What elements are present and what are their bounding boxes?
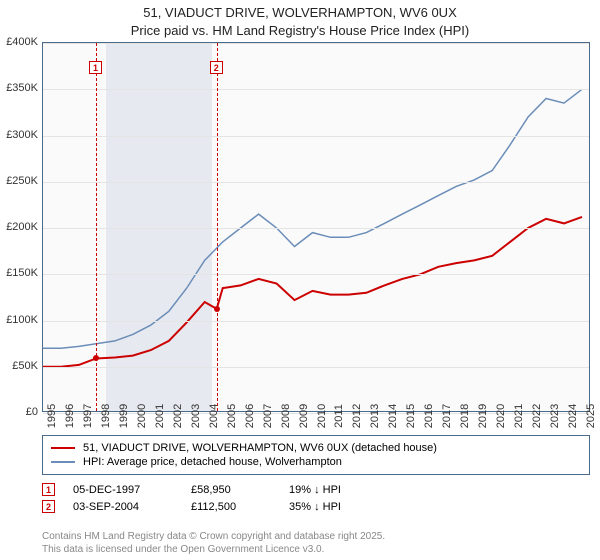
x-axis-label: 2024 <box>567 404 579 428</box>
event-price: £112,500 <box>191 501 271 513</box>
x-axis-label: 2022 <box>531 404 543 428</box>
x-axis-label: 2005 <box>226 404 238 428</box>
x-axis-label: 2006 <box>244 404 256 428</box>
x-axis-label: 2020 <box>495 404 507 428</box>
event-marker: 1 <box>89 61 102 74</box>
gridline <box>43 89 589 90</box>
series-line-price_paid <box>43 217 582 367</box>
event-marker-icon: 1 <box>42 483 55 496</box>
event-date: 05-DEC-1997 <box>73 484 173 496</box>
title-subtitle: Price paid vs. HM Land Registry's House … <box>0 22 600 40</box>
x-axis-label: 2019 <box>477 404 489 428</box>
event-price: £58,950 <box>191 484 271 496</box>
data-point <box>93 355 99 361</box>
x-axis-label: 1997 <box>82 404 94 428</box>
gridline <box>43 321 589 322</box>
event-pct: 19% ↓ HPI <box>289 484 379 496</box>
attribution-line2: This data is licensed under the Open Gov… <box>42 543 385 556</box>
legend-series-box: 51, VIADUCT DRIVE, WOLVERHAMPTON, WV6 0U… <box>42 435 590 475</box>
event-pct: 35% ↓ HPI <box>289 501 379 513</box>
x-axis-label: 1999 <box>118 404 130 428</box>
gridline <box>43 228 589 229</box>
x-axis-label: 2014 <box>387 404 399 428</box>
x-axis-label: 2010 <box>316 404 328 428</box>
event-marker: 2 <box>210 61 223 74</box>
y-axis-label: £300K <box>6 129 38 141</box>
series-line-hpi <box>43 89 582 348</box>
event-line <box>217 43 218 411</box>
attribution-line1: Contains HM Land Registry data © Crown c… <box>42 530 385 543</box>
legend-row-hpi: HPI: Average price, detached house, Wolv… <box>51 456 581 468</box>
y-axis-label: £0 <box>26 406 38 418</box>
x-axis-label: 2002 <box>172 404 184 428</box>
gridline <box>43 43 589 44</box>
chart-title-block: 51, VIADUCT DRIVE, WOLVERHAMPTON, WV6 0U… <box>0 0 600 41</box>
plot-area: 12 <box>42 42 590 412</box>
y-axis-label: £250K <box>6 175 38 187</box>
x-axis-label: 2003 <box>190 404 202 428</box>
chart-container: 51, VIADUCT DRIVE, WOLVERHAMPTON, WV6 0U… <box>0 0 600 560</box>
y-axis-label: £350K <box>6 82 38 94</box>
legend-swatch-price-paid <box>51 447 75 449</box>
data-point <box>214 306 220 312</box>
x-axis-label: 2008 <box>280 404 292 428</box>
x-axis-label: 2025 <box>585 404 597 428</box>
x-axis-label: 1996 <box>64 404 76 428</box>
x-axis-label: 1998 <box>100 404 112 428</box>
legend-swatch-hpi <box>51 461 75 463</box>
legend-label-price-paid: 51, VIADUCT DRIVE, WOLVERHAMPTON, WV6 0U… <box>83 442 437 454</box>
x-axis-label: 2023 <box>549 404 561 428</box>
y-axis-label: £50K <box>12 360 38 372</box>
attribution: Contains HM Land Registry data © Crown c… <box>42 530 385 556</box>
x-axis-label: 2013 <box>369 404 381 428</box>
gridline <box>43 274 589 275</box>
y-axis-label: £200K <box>6 221 38 233</box>
x-axis-label: 2016 <box>423 404 435 428</box>
chart-svg <box>43 43 589 411</box>
legend-row-price-paid: 51, VIADUCT DRIVE, WOLVERHAMPTON, WV6 0U… <box>51 442 581 454</box>
x-axis-label: 2001 <box>154 404 166 428</box>
x-axis-label: 2004 <box>208 404 220 428</box>
x-axis-label: 2012 <box>351 404 363 428</box>
x-axis-label: 2000 <box>136 404 148 428</box>
event-table-row: 1 05-DEC-1997 £58,950 19% ↓ HPI <box>42 483 590 496</box>
gridline <box>43 367 589 368</box>
y-axis-label: £100K <box>6 314 38 326</box>
gridline <box>43 182 589 183</box>
event-date: 03-SEP-2004 <box>73 501 173 513</box>
legend-label-hpi: HPI: Average price, detached house, Wolv… <box>83 456 342 468</box>
gridline <box>43 136 589 137</box>
event-marker-icon: 2 <box>42 500 55 513</box>
x-axis-label: 2017 <box>441 404 453 428</box>
event-table-row: 2 03-SEP-2004 £112,500 35% ↓ HPI <box>42 500 590 513</box>
title-address: 51, VIADUCT DRIVE, WOLVERHAMPTON, WV6 0U… <box>0 4 600 22</box>
x-axis-label: 1995 <box>46 404 58 428</box>
x-axis-label: 2015 <box>405 404 417 428</box>
y-axis-label: £150K <box>6 267 38 279</box>
legend: 51, VIADUCT DRIVE, WOLVERHAMPTON, WV6 0U… <box>42 435 590 517</box>
x-axis-label: 2009 <box>298 404 310 428</box>
y-axis-label: £400K <box>6 36 38 48</box>
x-axis-label: 2018 <box>459 404 471 428</box>
x-axis-label: 2007 <box>262 404 274 428</box>
event-table: 1 05-DEC-1997 £58,950 19% ↓ HPI 2 03-SEP-… <box>42 483 590 513</box>
x-axis-label: 2021 <box>513 404 525 428</box>
x-axis-label: 2011 <box>333 404 345 428</box>
